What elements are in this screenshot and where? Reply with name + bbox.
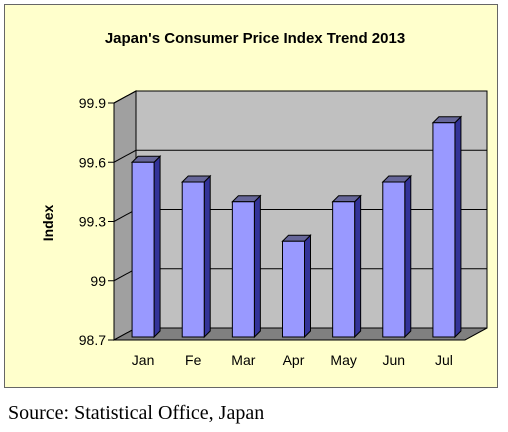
x-tick-labels: Jan Fe Mar Apr May Jun Jul (132, 352, 453, 368)
x-tick-label: Mar (231, 352, 255, 368)
bar-side (404, 174, 412, 339)
bar-side (253, 194, 261, 339)
x-tick-label: Apr (283, 352, 305, 368)
chart-title: Japan's Consumer Price Index Trend 2013 (105, 30, 405, 47)
bar (130, 155, 162, 339)
gridline-depth (113, 90, 137, 104)
bar (331, 194, 362, 339)
y-tick-labels: 98.7 99 99.3 99.6 99.9 (79, 95, 114, 348)
x-tick-label: Jun (382, 352, 405, 368)
gridline-depth (113, 149, 137, 163)
bar (231, 194, 262, 339)
bar-side (304, 234, 311, 339)
bar-front (282, 240, 305, 338)
bar-front (332, 201, 356, 338)
x-tick-label: Jul (435, 352, 453, 368)
bar-side (203, 174, 211, 339)
x-tick-label: Jan (132, 352, 155, 368)
y-tick-label: 99.6 (79, 154, 106, 170)
bar (281, 234, 312, 339)
bar-front (382, 181, 406, 338)
y-tick-label: 99 (90, 273, 106, 289)
bar (381, 174, 412, 339)
bar-front (131, 161, 155, 338)
y-tick-label: 98.7 (79, 332, 106, 348)
bar-side (354, 194, 362, 339)
bar (181, 174, 212, 339)
chart-frame: Japan's Consumer Price Index Trend 2013 … (4, 4, 498, 388)
bar-front (181, 181, 205, 338)
x-tick-label: May (330, 352, 356, 368)
bar-front (432, 122, 456, 338)
y-tick-label: 99.9 (79, 95, 106, 111)
bar-chart: Japan's Consumer Price Index Trend 2013 … (40, 30, 488, 368)
bar (431, 115, 463, 339)
bar-side (454, 115, 462, 339)
x-tick-label: Fe (185, 352, 202, 368)
y-tick-label: 99.3 (79, 214, 106, 230)
bar-front (231, 201, 255, 338)
bars (130, 115, 463, 339)
source-note: Source: Statistical Office, Japan (8, 402, 265, 424)
y-axis-label: Index (40, 205, 56, 242)
bar-side (153, 155, 161, 339)
